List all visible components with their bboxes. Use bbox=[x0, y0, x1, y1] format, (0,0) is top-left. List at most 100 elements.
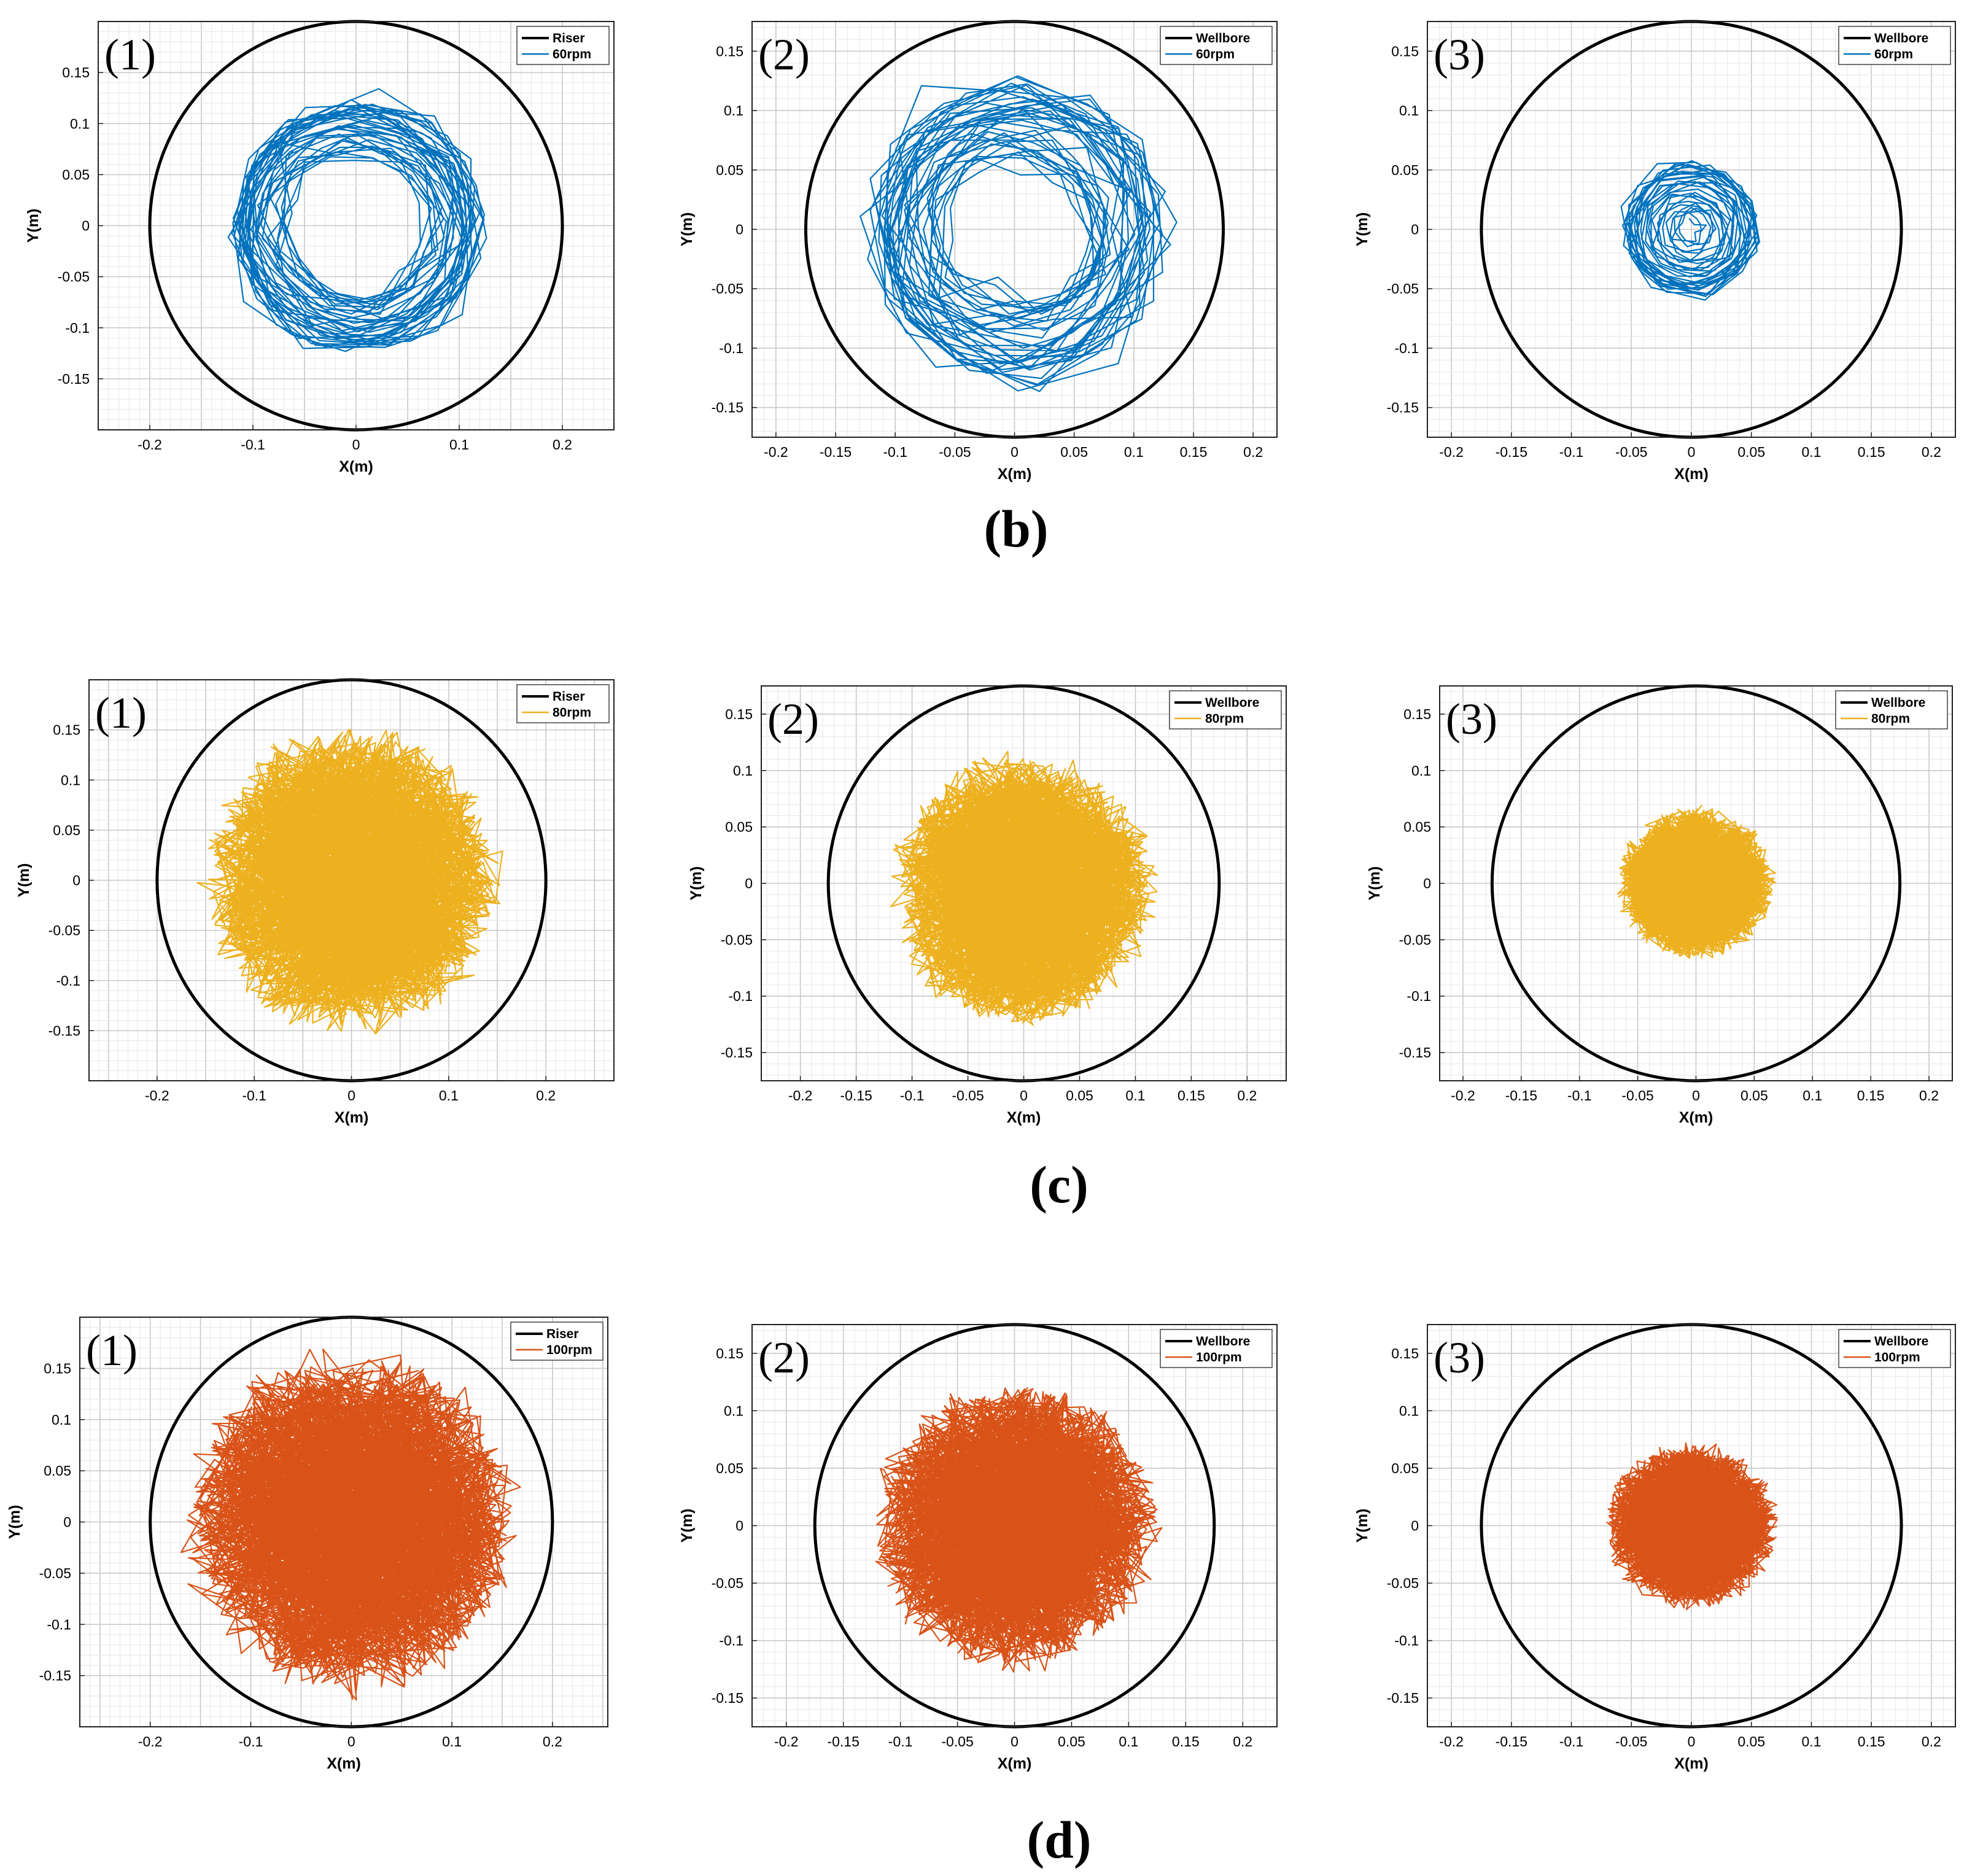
orbit-panel-3: -0.2 -0.15 -0.1 -0.05 0 0.05 0.1 0.15 0.2 -0.15 -0… bbox=[1354, 20, 1956, 483]
legend-entry: Wellbore bbox=[1196, 31, 1250, 45]
x-tick-label: 0.15 bbox=[1178, 1088, 1205, 1103]
legend-entry: 80rpm bbox=[553, 706, 591, 720]
x-tick-label: -0.2 bbox=[1439, 1734, 1464, 1750]
trajectory-100rpm bbox=[180, 1349, 521, 1701]
orbit-panel-1: -0.2 -0.1 0 0.1 0.2 -0.15 -0.1 -0.05 0 0.05 0.1 0.1… bbox=[25, 20, 615, 475]
x-tick-label: 0.1 bbox=[1124, 444, 1144, 460]
y-axis-label: Y(m) bbox=[6, 1505, 23, 1539]
y-tick-label: 0.15 bbox=[53, 722, 80, 738]
x-tick-label: 0.1 bbox=[442, 1734, 462, 1750]
legend-entry: Wellbore bbox=[1871, 696, 1925, 710]
panel-label: (3) bbox=[1434, 1333, 1485, 1382]
x-tick-label: 0.05 bbox=[1737, 1734, 1765, 1750]
y-tick-label: 0.1 bbox=[724, 1403, 743, 1419]
x-tick-label: 0.2 bbox=[536, 1088, 556, 1103]
y-tick-label: -0.15 bbox=[712, 1690, 743, 1706]
y-tick-label: 0.05 bbox=[716, 1460, 743, 1476]
y-tick-label: 0.05 bbox=[62, 166, 90, 182]
orbit-panel-5: -0.2 -0.15 -0.1 -0.05 0 0.05 0.1 0.15 0.2 -0.15 -0… bbox=[688, 684, 1287, 1126]
row-label-b: (b) bbox=[984, 499, 1048, 558]
x-axis-label: X(m) bbox=[1679, 1109, 1713, 1126]
x-tick-label: -0.05 bbox=[1621, 1088, 1653, 1103]
x-tick-label: -0.2 bbox=[138, 437, 162, 453]
x-tick-label: 0 bbox=[347, 1734, 355, 1750]
legend-entry: 80rpm bbox=[1871, 712, 1910, 726]
x-axis-label: X(m) bbox=[339, 458, 373, 475]
y-axis-label: Y(m) bbox=[1354, 1509, 1371, 1543]
legend-entry: 100rpm bbox=[1874, 1350, 1920, 1364]
y-tick-label: -0.15 bbox=[1387, 400, 1419, 416]
x-tick-label: -0.05 bbox=[941, 1734, 973, 1750]
orbit-panel-6: -0.2 -0.15 -0.1 -0.05 0 0.05 0.1 0.15 0.2 -0.15 -0… bbox=[1366, 684, 1953, 1126]
x-tick-label: -0.2 bbox=[1451, 1088, 1475, 1103]
y-tick-label: 0.05 bbox=[725, 819, 753, 835]
y-tick-label: -0.15 bbox=[1399, 1045, 1431, 1061]
x-tick-label: 0.1 bbox=[439, 1088, 459, 1103]
legend-entry: 60rpm bbox=[553, 47, 591, 61]
trajectory-60rpm bbox=[1620, 160, 1761, 301]
y-tick-label: 0.1 bbox=[1399, 103, 1419, 119]
x-axis-label: X(m) bbox=[1674, 465, 1709, 483]
x-tick-label: 0 bbox=[1020, 1088, 1028, 1103]
grid-lines bbox=[1427, 21, 1956, 437]
trajectory-80rpm bbox=[1616, 804, 1776, 959]
x-tick-label: 0.1 bbox=[1801, 444, 1821, 460]
x-tick-label: -0.2 bbox=[764, 444, 788, 460]
legend-entry: Wellbore bbox=[1205, 696, 1259, 710]
y-tick-label: 0 bbox=[63, 1514, 71, 1530]
trajectory-60rpm bbox=[227, 88, 487, 352]
legend-box bbox=[516, 684, 610, 723]
y-tick-label: 0 bbox=[745, 876, 753, 892]
legend-entry: Wellbore bbox=[1196, 1334, 1250, 1349]
grid-lines bbox=[98, 21, 615, 430]
y-tick-label: -0.05 bbox=[712, 1575, 743, 1591]
x-tick-label: 0.15 bbox=[1180, 444, 1208, 460]
y-tick-label: -0.1 bbox=[1394, 340, 1419, 356]
legend-box bbox=[1838, 26, 1951, 65]
trajectory-80rpm bbox=[890, 750, 1158, 1026]
x-tick-label: 0.1 bbox=[1803, 1088, 1822, 1103]
x-tick-label: 0.2 bbox=[543, 1734, 562, 1750]
legend-entry: 100rpm bbox=[546, 1343, 592, 1357]
legend: Riser 100rpm bbox=[510, 1321, 603, 1361]
legend: Riser 80rpm bbox=[516, 684, 610, 723]
y-tick-label: 0 bbox=[735, 1518, 743, 1534]
legend-box bbox=[516, 26, 610, 65]
legend-box bbox=[1838, 1329, 1951, 1368]
legend-entry: 100rpm bbox=[1196, 1350, 1242, 1364]
legend-entry: Riser bbox=[553, 690, 585, 704]
x-tick-label: 0.2 bbox=[1922, 1734, 1941, 1750]
legend-box bbox=[1835, 690, 1948, 730]
y-tick-label: 0.1 bbox=[1411, 763, 1431, 779]
y-tick-label: 0.15 bbox=[1391, 1345, 1419, 1361]
y-tick-label: 0.05 bbox=[1391, 162, 1419, 178]
trajectory-100rpm bbox=[1606, 1442, 1778, 1611]
x-tick-label: 0.05 bbox=[1066, 1088, 1093, 1103]
y-tick-label: 0.15 bbox=[1403, 706, 1431, 722]
y-axis-label: Y(m) bbox=[688, 866, 705, 901]
panel-label: (2) bbox=[767, 695, 819, 744]
x-axis-label: X(m) bbox=[335, 1109, 369, 1126]
x-tick-label: 0.1 bbox=[1801, 1734, 1821, 1750]
x-tick-label: 0 bbox=[1011, 444, 1019, 460]
legend: Wellbore 60rpm bbox=[1838, 26, 1951, 65]
y-tick-label: 0.1 bbox=[52, 1412, 71, 1428]
panel-label: (2) bbox=[758, 30, 810, 79]
y-axis-label: Y(m) bbox=[678, 1509, 696, 1543]
x-tick-label: 0.15 bbox=[1858, 1734, 1885, 1750]
panel-label: (3) bbox=[1434, 30, 1485, 79]
legend-box bbox=[1169, 690, 1282, 730]
x-tick-label: 0.2 bbox=[1243, 444, 1263, 460]
x-tick-label: 0.05 bbox=[1740, 1088, 1768, 1103]
x-tick-label: 0.2 bbox=[1919, 1088, 1939, 1103]
x-tick-label: -0.1 bbox=[883, 444, 907, 460]
x-tick-label: -0.1 bbox=[242, 1088, 266, 1103]
x-axis-label: X(m) bbox=[1007, 1109, 1041, 1126]
y-tick-label: 0 bbox=[82, 218, 90, 234]
x-tick-label: -0.1 bbox=[239, 1734, 263, 1750]
legend-box bbox=[1160, 1329, 1273, 1368]
panel-label: (1) bbox=[86, 1326, 138, 1375]
y-tick-label: -0.1 bbox=[728, 988, 753, 1004]
orbit-panel-8: -0.2 -0.15 -0.1 -0.05 0 0.05 0.1 0.15 0.2 -0.15 -0… bbox=[678, 1323, 1278, 1772]
y-tick-label: 0 bbox=[1423, 876, 1431, 892]
